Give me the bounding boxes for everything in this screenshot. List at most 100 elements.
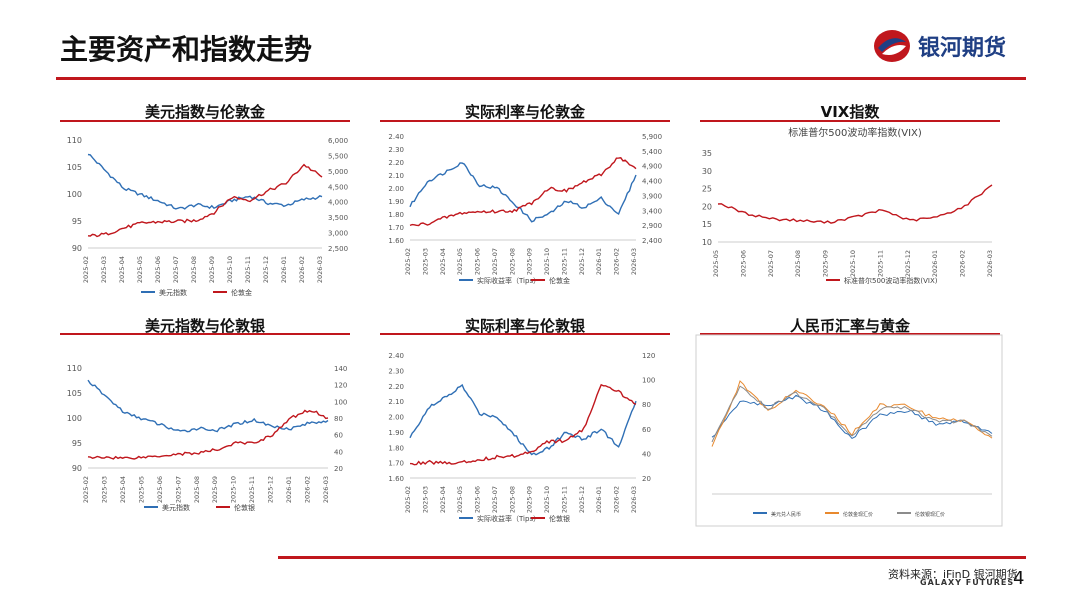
c2-right-tick: 3,900 (642, 192, 662, 200)
c5-x-tick: 2025-06 (474, 486, 482, 513)
c1-series-1-line (87, 163, 323, 238)
c4-left-tick: 100 (67, 414, 82, 423)
c4-x-tick: 2025-08 (193, 476, 201, 503)
c5-right-tick: 120 (642, 352, 655, 360)
c2-left-tick: 2.10 (388, 172, 404, 180)
c5-legend-label: 实际收益率（Tips） (477, 514, 540, 523)
chart4-title-underline (60, 333, 350, 335)
c5-x-tick: 2026-01 (595, 486, 603, 513)
chart5-title-underline (380, 333, 670, 335)
c4-right-tick: 120 (334, 382, 347, 390)
chart1-title-underline (60, 120, 350, 122)
c5-x-tick: 2025-07 (491, 486, 499, 513)
c2-series-0-line (409, 162, 637, 223)
c1-legend-label: 美元指数 (159, 288, 187, 297)
c3-x-tick: 2026-01 (931, 250, 939, 277)
c5-left-tick: 2.40 (388, 352, 404, 360)
c5-right-tick: 60 (642, 426, 651, 434)
c3-x-tick: 2025-09 (822, 250, 830, 277)
c3-x-tick: 2025-07 (767, 250, 775, 277)
c5-x-tick: 2025-03 (421, 486, 429, 513)
title-underline (56, 77, 1026, 80)
c5-left-tick: 2.30 (388, 367, 404, 375)
logo: 银河期货 (872, 26, 1032, 66)
c5-left-tick: 1.90 (388, 429, 404, 437)
c4-right-tick: 40 (334, 448, 343, 456)
c5-x-tick: 2025-02 (404, 486, 412, 513)
c1-x-tick: 2026-03 (316, 256, 324, 283)
c4-x-tick: 2025-02 (82, 476, 90, 503)
c4-legend-label: 伦敦银 (234, 503, 255, 512)
c4-x-tick: 2025-10 (230, 476, 238, 503)
c1-right-tick: 2,500 (328, 245, 348, 253)
c5-left-tick: 1.80 (388, 444, 404, 452)
c3-left-tick: 25 (702, 185, 712, 194)
c5-x-tick: 2025-12 (578, 486, 586, 513)
c4-right-tick: 80 (334, 415, 343, 423)
c2-legend-label: 实际收益率（Tips） (477, 276, 540, 285)
logo-text: 银河期货 (918, 36, 1007, 61)
c2-left-tick: 2.40 (388, 133, 404, 141)
c4-right-tick: 100 (334, 398, 347, 406)
c5-left-tick: 1.60 (388, 475, 404, 483)
c5-x-tick: 2025-09 (526, 486, 534, 513)
c2-left-tick: 1.90 (388, 198, 404, 206)
c3-left-tick: 20 (702, 202, 712, 211)
c3-series-0-line (717, 184, 993, 224)
c2-x-tick: 2025-06 (474, 248, 482, 275)
c4-left-tick: 90 (72, 464, 82, 473)
c5-series-0-line (409, 383, 637, 456)
c2-right-tick: 5,400 (642, 148, 662, 156)
c2-right-tick: 2,400 (642, 237, 662, 245)
c5-x-tick: 2026-03 (630, 486, 638, 513)
c4-left-tick: 110 (67, 364, 82, 373)
brand-en: GALAXY FUTURES (920, 578, 1015, 587)
c3-left-tick: 30 (702, 167, 712, 176)
c1-left-tick: 90 (72, 244, 82, 253)
c2-x-tick: 2025-03 (421, 248, 429, 275)
c4-x-tick: 2025-04 (119, 476, 127, 503)
c2-x-tick: 2025-12 (578, 248, 586, 275)
c1-x-tick: 2026-01 (280, 256, 288, 283)
c5-left-tick: 2.00 (388, 414, 404, 422)
c5-left-tick: 2.20 (388, 383, 404, 391)
c2-right-tick: 2,900 (642, 222, 662, 230)
c2-x-tick: 2025-02 (404, 248, 412, 275)
c5-legend-label: 伦敦银 (549, 514, 570, 523)
c5-right-tick: 40 (642, 450, 651, 458)
c4-x-tick: 2026-03 (322, 476, 330, 503)
c2-left-tick: 2.30 (388, 146, 404, 154)
c2-x-tick: 2025-07 (491, 248, 499, 275)
c3-left-tick: 15 (702, 220, 712, 229)
c2-x-tick: 2025-09 (526, 248, 534, 275)
c3-x-tick: 2025-05 (712, 250, 720, 277)
c1-right-tick: 4,000 (328, 199, 348, 207)
c1-x-tick: 2025-09 (208, 256, 216, 283)
c2-left-tick: 2.00 (388, 185, 404, 193)
c1-x-tick: 2025-03 (100, 256, 108, 283)
c1-left-tick: 105 (67, 163, 82, 172)
c1-x-tick: 2025-05 (136, 256, 144, 283)
c4-x-tick: 2025-05 (137, 476, 145, 503)
c1-series-0-line (87, 153, 323, 210)
chart2-title-underline (380, 120, 670, 122)
c1-x-tick: 2025-12 (262, 256, 270, 283)
c4-left-tick: 95 (72, 439, 82, 448)
c4-x-tick: 2025-12 (267, 476, 275, 503)
chart6-title: 人民币汇率与黄金 (789, 317, 910, 335)
c1-right-tick: 6,000 (328, 137, 348, 145)
c2-x-tick: 2025-05 (456, 248, 464, 275)
c2-left-tick: 2.20 (388, 159, 404, 167)
c6-series-0-line (711, 394, 993, 440)
c2-right-tick: 3,400 (642, 207, 662, 215)
c2-left-tick: 1.80 (388, 211, 404, 219)
c1-right-tick: 4,500 (328, 183, 348, 191)
c6-legend-label: 伦敦金现汇价 (843, 511, 873, 518)
chart4-title: 美元指数与伦敦银 (144, 317, 265, 335)
c4-right-tick: 140 (334, 365, 347, 373)
c1-right-tick: 3,500 (328, 214, 348, 222)
c2-legend-label: 伦敦金 (549, 276, 570, 285)
c2-x-tick: 2025-11 (560, 248, 568, 275)
chart6-title-underline (700, 333, 1000, 335)
c3-x-tick: 2025-08 (794, 250, 802, 277)
